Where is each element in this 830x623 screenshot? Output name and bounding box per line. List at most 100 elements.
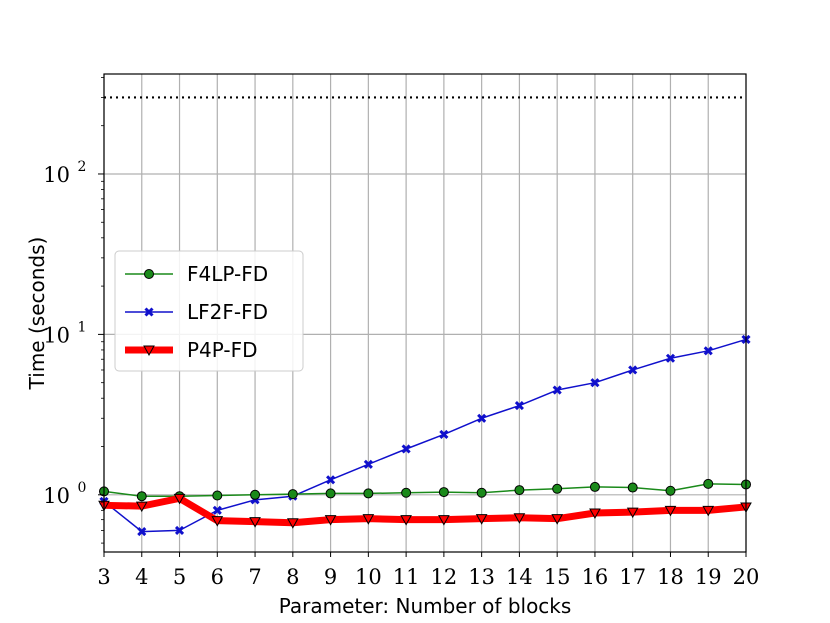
series-1-point-3-stroke-b: [212, 505, 222, 515]
x-axis-label: Parameter: Number of blocks: [279, 594, 572, 618]
series-2-point-4: [249, 517, 261, 528]
series-2-point-7: [362, 514, 375, 525]
x-tick-label-17: 20: [733, 565, 760, 589]
series-0-point-8: [401, 487, 412, 498]
series-0-point-16: [703, 478, 714, 489]
x-tick-label-6: 9: [324, 565, 337, 589]
legend-box: [114, 250, 304, 372]
x-tick-label-12: 15: [544, 565, 571, 589]
series-0-point-3: [212, 490, 223, 501]
series-1-point-12: [552, 385, 562, 395]
x-tick-label-5: 8: [286, 565, 299, 589]
x-tick-label-14: 17: [619, 565, 646, 589]
series-1-point-14-stroke-b: [628, 365, 638, 375]
y-tick-label-0: 10 0: [43, 480, 86, 508]
series-0-point-7: [363, 488, 374, 499]
x-tick-label-13: 16: [582, 565, 609, 589]
series-2: [98, 493, 752, 529]
legend-marker-1: [144, 307, 154, 317]
series-1-point-11-stroke-b: [514, 401, 524, 411]
series-1-point-9: [439, 429, 449, 439]
legend-marker-2: [143, 345, 155, 357]
series-1-point-15-stroke-b: [665, 353, 676, 363]
series-0-point-9: [438, 487, 449, 498]
series-2-point-14: [626, 507, 639, 519]
series-1-point-10: [477, 413, 487, 423]
series-line-0: [103, 483, 747, 497]
series-2-point-12: [551, 514, 564, 525]
series-2-point-5: [286, 518, 299, 529]
legend-label-1: LF2F-FD: [187, 300, 268, 324]
legend-entry-1: LF2F-FD: [125, 300, 268, 324]
x-tick-label-0: 3: [97, 565, 110, 589]
series-1-point-8: [401, 444, 411, 454]
x-tick-label-11: 14: [506, 565, 533, 589]
legend-entry-0: F4LP-FD: [125, 262, 268, 286]
legend-label-2: P4P-FD: [187, 338, 258, 362]
series-0-point-1: [136, 491, 147, 502]
legend-marker-1-stroke-b: [144, 307, 154, 317]
series-1-point-10-stroke-b: [477, 413, 487, 423]
series-1-point-7-stroke-b: [363, 459, 373, 469]
series-1-point-1: [137, 527, 147, 537]
series-2-point-9: [438, 515, 450, 526]
series-1-point-8-stroke-b: [401, 444, 411, 454]
series-0-point-10: [476, 487, 487, 498]
series-0-point-4: [250, 489, 261, 500]
legend-entry-2: P4P-FD: [125, 338, 258, 362]
plot-frame: [103, 73, 747, 553]
series-2-point-15: [664, 505, 677, 517]
series-1-point-2-stroke-b: [174, 525, 185, 535]
series-2-point-2: [173, 493, 186, 505]
series-1-point-1-stroke-b: [137, 527, 147, 537]
x-tick-label-8: 11: [393, 565, 420, 589]
series-1-point-7: [363, 459, 373, 469]
x-tick-label-4: 7: [248, 565, 261, 589]
series-1-point-14: [628, 365, 638, 375]
series-0-point-6: [325, 488, 336, 499]
legend-marker-0: [144, 269, 154, 279]
series-0-point-5: [287, 489, 298, 500]
series-2-point-6: [324, 515, 337, 526]
x-tick-label-7: 10: [355, 565, 382, 589]
series-line-2: [103, 494, 747, 527]
series-2-point-3: [211, 516, 224, 527]
series-1-point-3: [212, 505, 222, 515]
series-1-point-16: [703, 346, 713, 356]
series-1-point-12-stroke-b: [552, 385, 562, 395]
series-2-point-13: [589, 508, 601, 520]
series-2-point-1: [135, 501, 148, 513]
series-0-point-15: [665, 485, 676, 496]
series-0-point-14: [627, 482, 638, 493]
y-tick-label-1: 10 1: [43, 319, 86, 347]
series-1-point-9-stroke-b: [439, 429, 449, 439]
series-0-point-13: [589, 481, 600, 492]
series-2-point-10: [475, 514, 488, 525]
series-0-point-11: [514, 485, 525, 496]
x-tick-label-10: 13: [468, 565, 495, 589]
y-tick-label-2: 10 2: [43, 159, 86, 187]
series-1-point-2: [174, 525, 185, 535]
series-1-point-15: [665, 353, 676, 363]
x-tick-label-3: 6: [211, 565, 224, 589]
series-0: [99, 478, 751, 502]
series-1-point-13: [590, 378, 600, 388]
series-0-point-12: [552, 483, 563, 494]
legend: F4LP-FD LF2F-FD P4P-FD: [114, 250, 304, 372]
series-1-point-6-stroke-b: [326, 475, 336, 485]
series-2-point-8: [400, 515, 412, 526]
x-tick-label-2: 5: [173, 565, 186, 589]
series-1-point-13-stroke-b: [590, 378, 600, 388]
x-tick-label-9: 12: [431, 565, 458, 589]
series-2-point-11: [513, 513, 526, 524]
series-1-point-6: [326, 475, 336, 485]
y-axis-label: Time (seconds): [25, 237, 49, 391]
series-1-point-11: [514, 401, 524, 411]
x-tick-label-15: 18: [657, 565, 684, 589]
series-2-point-16: [702, 505, 715, 517]
legend-label-0: F4LP-FD: [187, 262, 268, 286]
x-tick-label-16: 19: [695, 565, 722, 589]
x-tick-label-1: 4: [135, 565, 148, 589]
series-1-point-16-stroke-b: [703, 346, 713, 356]
